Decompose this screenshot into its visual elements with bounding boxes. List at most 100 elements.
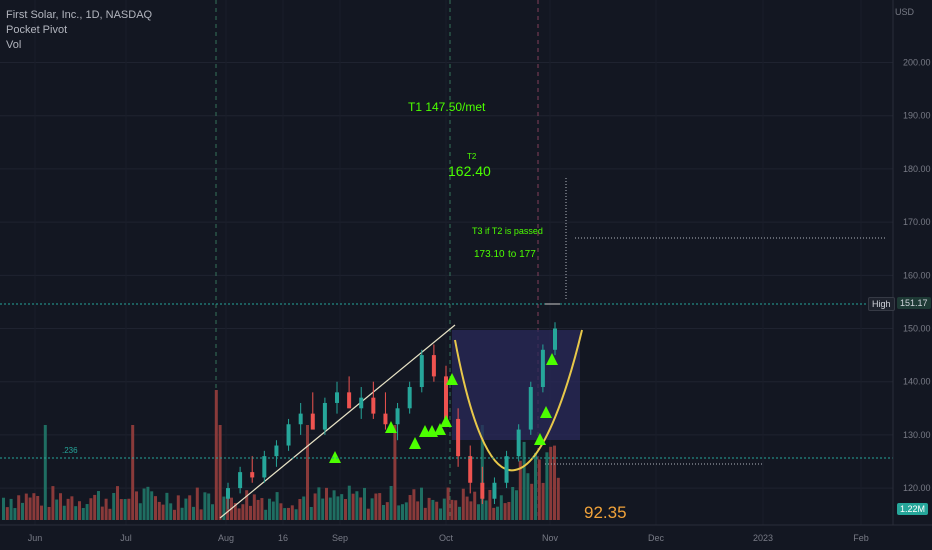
volume-bar [188,495,192,520]
volume-bar [5,507,9,520]
candles[interactable] [226,322,557,510]
volume-bar [59,493,62,520]
volume-bar [283,508,287,520]
volume-bar [290,505,294,520]
volume-bar [378,493,382,520]
volume-bar [89,498,93,520]
pocket-pivot-markers [329,353,558,463]
time-tick-label: Dec [648,533,665,543]
pocket-pivot-marker [546,353,558,365]
volume-bar [309,506,313,520]
currency-label: USD [894,7,914,17]
candle-body [528,387,533,430]
volume-bar [534,452,537,520]
pocket-pivot-marker [329,451,341,463]
volume-bar [492,507,496,520]
volume-bar [32,493,36,520]
volume-bar [119,499,123,520]
time-tick-label: Aug [218,533,234,543]
volume-bar [313,493,317,520]
price-tick-label: 150.00 [903,324,931,334]
indicator-label[interactable]: Pocket Pivot [6,24,68,36]
price-tick-label: 170.00 [903,217,931,227]
volume-bar [203,492,207,520]
volume-bar [78,501,81,520]
candle-body [419,355,424,388]
volume-bar [465,496,469,520]
volume-bar [344,498,347,520]
volume-bars [2,390,560,520]
volume-bar [454,500,458,520]
volume-bar [55,499,59,520]
candle-body [540,349,545,388]
volume-bar [499,495,503,520]
volume-bar [446,487,450,520]
volume-bar [271,501,275,520]
candle-body [359,397,364,409]
volume-bar [458,506,461,520]
candle-body [250,472,255,478]
candle-body [468,456,473,483]
volume-bar [450,499,454,520]
volume-label[interactable]: Vol [6,39,22,51]
volume-bar [351,493,355,520]
candle-body [492,482,497,499]
volume-bar [146,486,150,520]
price-tick-label: 160.00 [903,270,931,280]
volume-bar [214,390,218,520]
candle-body [395,408,400,425]
volume-bar [13,508,17,520]
volume-bar [74,506,78,520]
candle-body [238,472,243,489]
volume-bar [336,496,340,520]
candle-body [456,418,461,457]
volume-bar [233,503,237,520]
volume-bar [401,504,404,520]
time-tick-label: Feb [853,533,869,543]
volume-bar [306,425,309,520]
volume-bar [556,477,560,520]
volume-bar [135,491,138,520]
volume-bar [469,501,473,520]
volume-bar [218,425,222,520]
volume-bar [97,491,100,520]
t3-range-start: 173.10 [474,249,505,260]
volume-bar [423,507,427,520]
volume-bar [279,503,283,520]
cup-pattern [219,324,583,519]
volume-bar [439,508,442,520]
volume-bar [340,494,344,520]
volume-bar [62,505,66,520]
t3-label: T3 if T2 is passed [472,226,543,236]
volume-bar [131,425,135,520]
candle-body [310,413,315,430]
volume-bar [488,489,492,520]
volume-bar [192,506,195,520]
volume-bar [169,503,173,520]
volume-bar [2,497,5,520]
volume-bar [138,503,142,520]
volume-bar [404,502,408,520]
time-tick-label: Jul [120,533,132,543]
symbol-title[interactable]: First Solar, Inc., 1D, NASDAQ [6,9,153,21]
volume-bar [477,504,480,520]
pocket-pivot-marker [534,433,546,445]
volume-bar [245,490,249,520]
volume-bar [222,496,226,520]
volume-bar [530,483,534,520]
volume-bar [195,487,199,520]
price-axis[interactable]: 120.00 130.00 140.00 150.00 160.00 170.00 180.… [892,0,931,525]
time-axis[interactable]: Jun Jul Aug 16 Sep Oct Nov Dec 2023 Feb [0,524,932,543]
volume-bar [473,491,477,520]
high-label: High [868,297,895,311]
candle-body [516,429,521,457]
volume-bar [503,503,507,520]
volume-bar [161,504,165,520]
time-tick-label: Oct [439,533,454,543]
cup-shaded-region [452,330,580,440]
time-tick-label: Nov [542,533,559,543]
volume-bar [40,505,43,520]
volume-bar [112,492,116,520]
volume-bar [496,506,499,520]
